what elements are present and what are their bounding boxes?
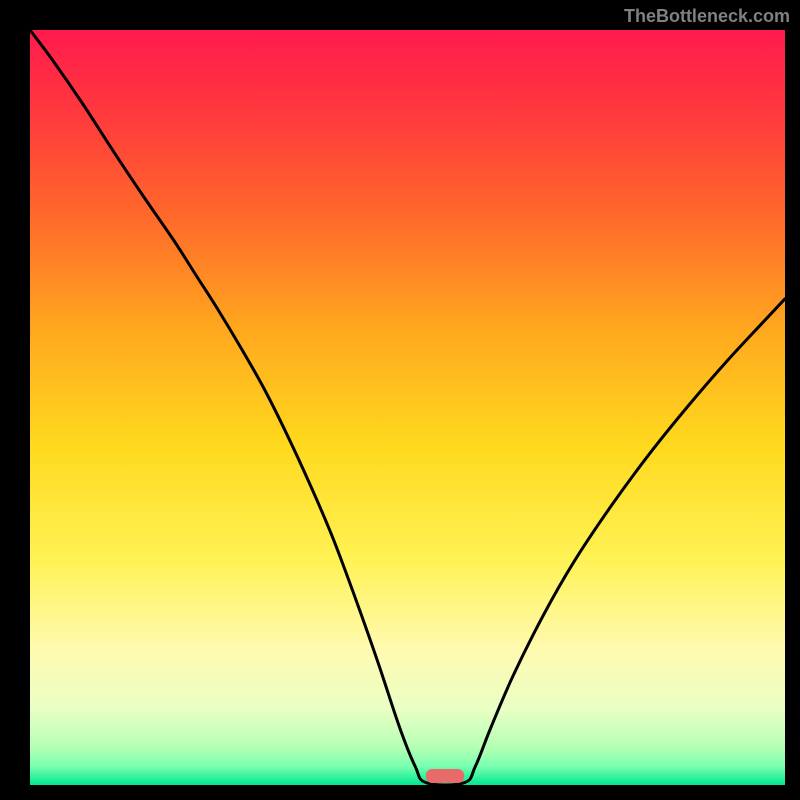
plot-area bbox=[30, 30, 785, 785]
minimum-marker bbox=[426, 769, 464, 783]
curve-layer bbox=[30, 30, 785, 785]
bottleneck-curve bbox=[30, 30, 785, 785]
chart-container: TheBottleneck.com bbox=[0, 0, 800, 800]
watermark-text: TheBottleneck.com bbox=[624, 6, 790, 27]
